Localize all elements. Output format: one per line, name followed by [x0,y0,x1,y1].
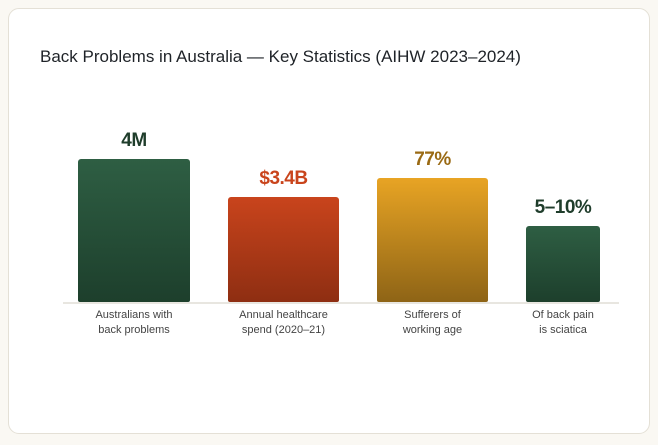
category-label-line: back problems [98,324,170,336]
value-label: 77% [414,149,451,170]
bar [78,159,190,302]
category-label: Of back pain is sciatica [483,308,643,338]
category-label: Annual healthcare spend (2020–21) [204,308,364,338]
category-label-line: Annual healthcare [239,309,328,321]
value-label: $3.4B [259,168,308,189]
category-label-line: is sciatica [539,324,587,336]
category-label-line: Australians with [95,309,173,321]
category-label-line: Sufferers of [404,309,461,321]
category-label: Australians with back problems [54,308,214,338]
category-label: Sufferers of working age [353,308,513,338]
chart-card: Back Problems in Australia — Key Statist… [8,8,650,434]
category-label-line: Of back pain [532,309,594,321]
value-label: 5–10% [534,197,592,218]
bar [526,226,600,302]
chart-title: Back Problems in Australia — Key Statist… [40,47,521,66]
bar [377,178,488,302]
baseline [63,302,619,304]
bar [228,197,339,302]
value-label: 4M [121,130,147,151]
category-label-line: working age [402,324,463,336]
category-label-line: spend (2020–21) [241,324,326,336]
